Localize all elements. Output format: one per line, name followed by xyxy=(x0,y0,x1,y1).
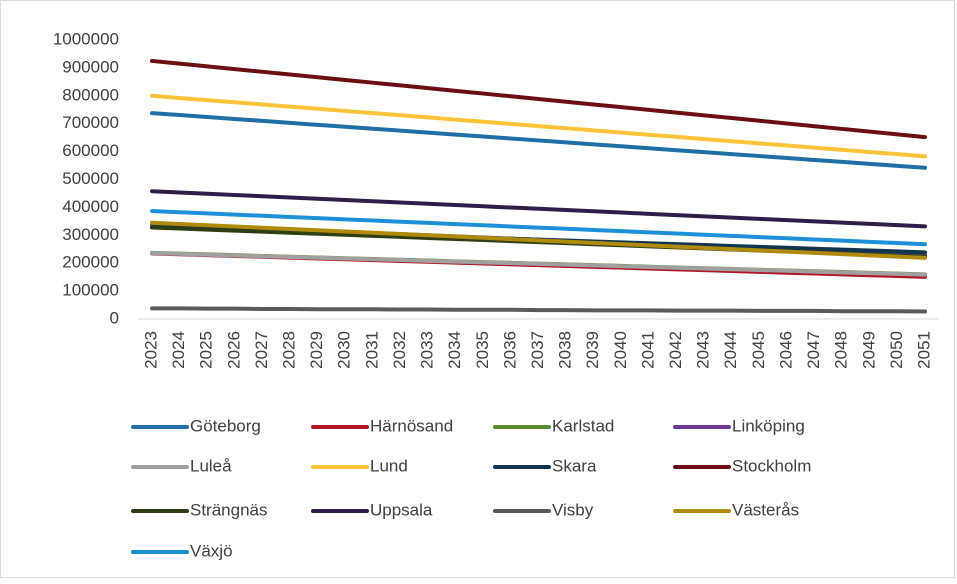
legend-label: Göteborg xyxy=(190,416,261,435)
series-line xyxy=(150,58,927,140)
x-tick-label: 2042 xyxy=(666,331,685,369)
x-tick-label: 2031 xyxy=(362,331,381,369)
x-tick-label: 2032 xyxy=(390,331,409,369)
legend-label: Stockholm xyxy=(732,456,811,475)
legend-label: Karlstad xyxy=(552,416,614,435)
y-tick-label: 900000 xyxy=(62,57,119,76)
x-tick-label: 2030 xyxy=(335,331,354,369)
x-tick-label: 2049 xyxy=(859,331,878,369)
x-tick-label: 2037 xyxy=(528,331,547,369)
y-tick-label: 500000 xyxy=(62,169,119,188)
x-tick-label: 2025 xyxy=(197,331,216,369)
x-tick-label: 2040 xyxy=(611,331,630,369)
series-line xyxy=(150,220,927,260)
y-tick-label: 300000 xyxy=(62,225,119,244)
x-tick-label: 2033 xyxy=(418,331,437,369)
x-tick-label: 2041 xyxy=(638,331,657,369)
x-tick-label: 2051 xyxy=(914,331,933,369)
y-tick-label: 400000 xyxy=(62,197,119,216)
series-line xyxy=(150,93,927,159)
x-tick-label: 2035 xyxy=(473,331,492,369)
series-line xyxy=(150,306,927,314)
x-tick-label: 2047 xyxy=(804,331,823,369)
x-tick-label: 2024 xyxy=(169,331,188,369)
y-tick-label: 0 xyxy=(110,308,119,327)
series-line xyxy=(150,251,927,277)
y-tick-label: 1000000 xyxy=(53,29,119,48)
x-tick-label: 2036 xyxy=(500,331,519,369)
y-tick-label: 800000 xyxy=(62,85,119,104)
x-tick-label: 2048 xyxy=(832,331,851,369)
x-tick-label: 2046 xyxy=(776,331,795,369)
legend-label: Härnösand xyxy=(370,416,453,435)
x-tick-label: 2029 xyxy=(307,331,326,369)
legend-label: Lund xyxy=(370,456,408,475)
x-tick-label: 2050 xyxy=(887,331,906,369)
y-tick-label: 200000 xyxy=(62,253,119,272)
legend-label: Växjö xyxy=(190,541,233,560)
series-line xyxy=(150,111,927,170)
x-tick-label: 2034 xyxy=(445,331,464,369)
legend-label: Strängnäs xyxy=(190,500,268,519)
legend-label: Luleå xyxy=(190,456,232,475)
x-tick-label: 2026 xyxy=(224,331,243,369)
legend-label: Skara xyxy=(552,456,597,475)
legend-label: Uppsala xyxy=(370,500,433,519)
series-line xyxy=(150,209,927,247)
legend-label: Visby xyxy=(552,500,594,519)
series-line xyxy=(150,189,927,229)
x-tick-label: 2044 xyxy=(721,331,740,369)
x-tick-label: 2043 xyxy=(694,331,713,369)
y-tick-label: 100000 xyxy=(62,281,119,300)
x-tick-label: 2028 xyxy=(280,331,299,369)
x-tick-label: 2023 xyxy=(141,331,160,369)
y-tick-label: 700000 xyxy=(62,113,119,132)
y-tick-label: 600000 xyxy=(62,141,119,160)
legend-label: Linköping xyxy=(732,416,805,435)
legend-label: Västerås xyxy=(732,500,799,519)
x-tick-label: 2045 xyxy=(749,331,768,369)
x-tick-label: 2027 xyxy=(252,331,271,369)
x-tick-label: 2038 xyxy=(556,331,575,369)
x-tick-label: 2039 xyxy=(583,331,602,369)
